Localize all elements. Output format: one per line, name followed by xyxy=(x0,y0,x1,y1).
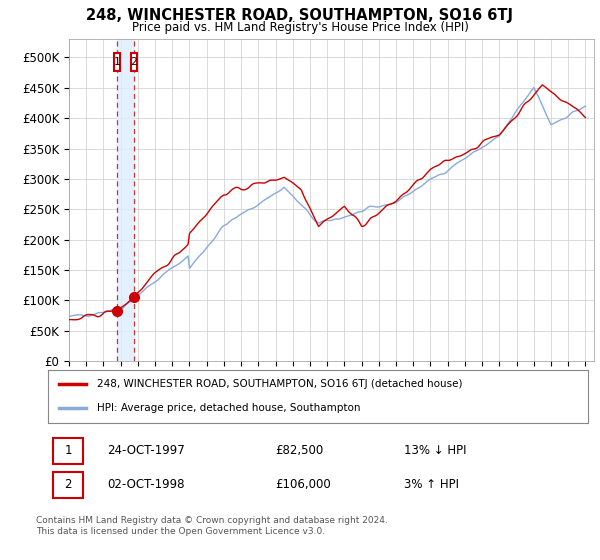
FancyBboxPatch shape xyxy=(115,53,121,71)
Text: £82,500: £82,500 xyxy=(275,444,323,457)
Text: 1: 1 xyxy=(114,57,121,67)
Text: 248, WINCHESTER ROAD, SOUTHAMPTON, SO16 6TJ: 248, WINCHESTER ROAD, SOUTHAMPTON, SO16 … xyxy=(86,8,514,24)
Text: 02-OCT-1998: 02-OCT-1998 xyxy=(107,478,185,491)
Text: Contains HM Land Registry data © Crown copyright and database right 2024.
This d: Contains HM Land Registry data © Crown c… xyxy=(36,516,388,536)
Bar xyxy=(53,438,83,464)
Text: 1: 1 xyxy=(64,444,72,457)
Text: Price paid vs. HM Land Registry's House Price Index (HPI): Price paid vs. HM Land Registry's House … xyxy=(131,21,469,34)
Text: HPI: Average price, detached house, Southampton: HPI: Average price, detached house, Sout… xyxy=(97,403,360,413)
FancyBboxPatch shape xyxy=(131,53,137,71)
Bar xyxy=(118,39,134,361)
Text: 3% ↑ HPI: 3% ↑ HPI xyxy=(404,478,460,491)
Text: 24-OCT-1997: 24-OCT-1997 xyxy=(107,444,185,457)
Text: 13% ↓ HPI: 13% ↓ HPI xyxy=(404,444,467,457)
Text: 2: 2 xyxy=(64,478,72,491)
Text: £106,000: £106,000 xyxy=(275,478,331,491)
Text: 248, WINCHESTER ROAD, SOUTHAMPTON, SO16 6TJ (detached house): 248, WINCHESTER ROAD, SOUTHAMPTON, SO16 … xyxy=(97,379,462,389)
Bar xyxy=(53,472,83,498)
Text: 2: 2 xyxy=(130,57,137,67)
